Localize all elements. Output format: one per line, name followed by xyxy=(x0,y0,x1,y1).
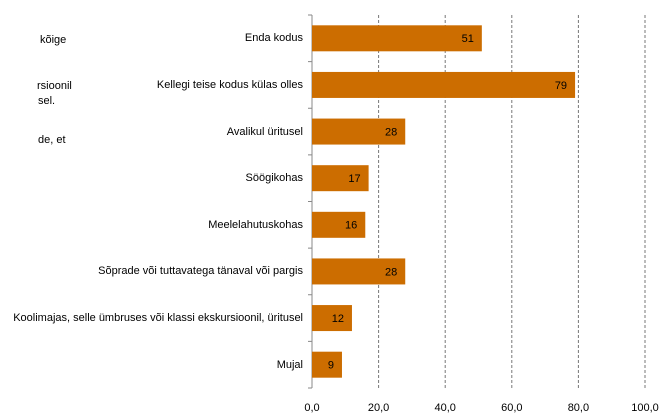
x-tick-label: 20,0 xyxy=(368,402,389,413)
bar xyxy=(312,258,406,285)
category-label: Koolimajas, selle ümbruses või klassi ek… xyxy=(0,298,303,338)
value-label: 28 xyxy=(385,266,397,278)
category-text: Söögikohas xyxy=(245,172,304,185)
category-text: Kellegi teise kodus külas olles xyxy=(156,78,303,91)
category-label: Mujal xyxy=(0,345,303,385)
category-text: Avalikul üritusel xyxy=(226,125,303,138)
bar xyxy=(312,351,342,378)
annotation: rsioonil xyxy=(37,80,72,92)
bar xyxy=(312,71,576,98)
x-tick-label: 100,0 xyxy=(631,402,659,413)
value-label: 16 xyxy=(345,220,357,232)
bar xyxy=(312,305,352,332)
value-label: 28 xyxy=(385,126,397,138)
annotation: de, et xyxy=(38,134,66,146)
value-label: 51 xyxy=(462,33,474,45)
category-label: Enda kodus xyxy=(0,18,303,58)
x-tick-label: 80,0 xyxy=(568,402,589,413)
category-label: Avalikul üritusel xyxy=(0,112,303,152)
category-text: Meelelahutuskohas xyxy=(208,218,303,231)
category-label: Söögikohas xyxy=(0,158,304,198)
bar xyxy=(312,25,482,52)
bar xyxy=(312,165,369,192)
category-text: Koolimajas, selle ümbruses või klassi ek… xyxy=(13,312,303,325)
x-tick-label: 0,0 xyxy=(304,402,319,413)
category-label: Meelelahutuskohas xyxy=(0,205,303,245)
x-tick-label: 40,0 xyxy=(434,402,455,413)
annotation: kõige xyxy=(40,34,66,46)
value-label: 12 xyxy=(332,313,344,325)
value-label: 17 xyxy=(348,173,360,185)
category-label: Kellegi teise kodus külas olles xyxy=(0,65,303,105)
category-text: Enda kodus xyxy=(244,32,303,45)
bar xyxy=(312,211,366,238)
category-label: Sõprade või tuttavatega tänaval või parg… xyxy=(0,251,303,291)
value-label: 79 xyxy=(555,80,567,92)
bar xyxy=(312,118,406,145)
category-text: Mujal xyxy=(276,358,303,371)
x-tick-label: 60,0 xyxy=(501,402,522,413)
category-text: Sõprade või tuttavatega tänaval või parg… xyxy=(98,265,303,278)
annotation: sel. xyxy=(38,95,55,107)
value-label: 9 xyxy=(328,360,334,372)
